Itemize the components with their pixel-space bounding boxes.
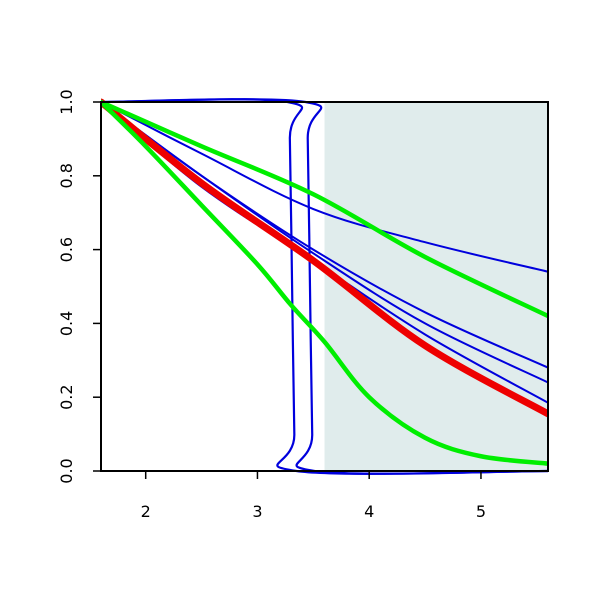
series-line-2 [101,98,548,475]
y-tick-label: 1.0 [57,89,76,114]
series-line-8 [101,99,548,319]
shaded-region [324,102,548,471]
x-tick-label: 4 [364,502,374,521]
series-layer [101,98,548,475]
y-tick-label: 0.0 [57,458,76,483]
series-line-7 [101,98,548,418]
axes-layer: 2 3 4 5 0.0 0.2 0.4 0.6 0.8 1.0 [57,89,549,521]
y-tick-label: 0.6 [57,237,76,262]
y-tick-label: 0.4 [57,311,76,336]
series-line-3 [101,101,548,273]
x-tick-label: 3 [252,502,262,521]
y-tick-label: 0.8 [57,163,76,188]
series-line-9 [101,99,548,466]
x-tick-label: 5 [476,502,486,521]
x-tick-label: 2 [141,502,151,521]
shaded-region-layer [324,102,548,471]
series-line-5 [101,101,548,384]
y-tick-label: 0.2 [57,384,76,409]
plot-frame [100,101,549,472]
